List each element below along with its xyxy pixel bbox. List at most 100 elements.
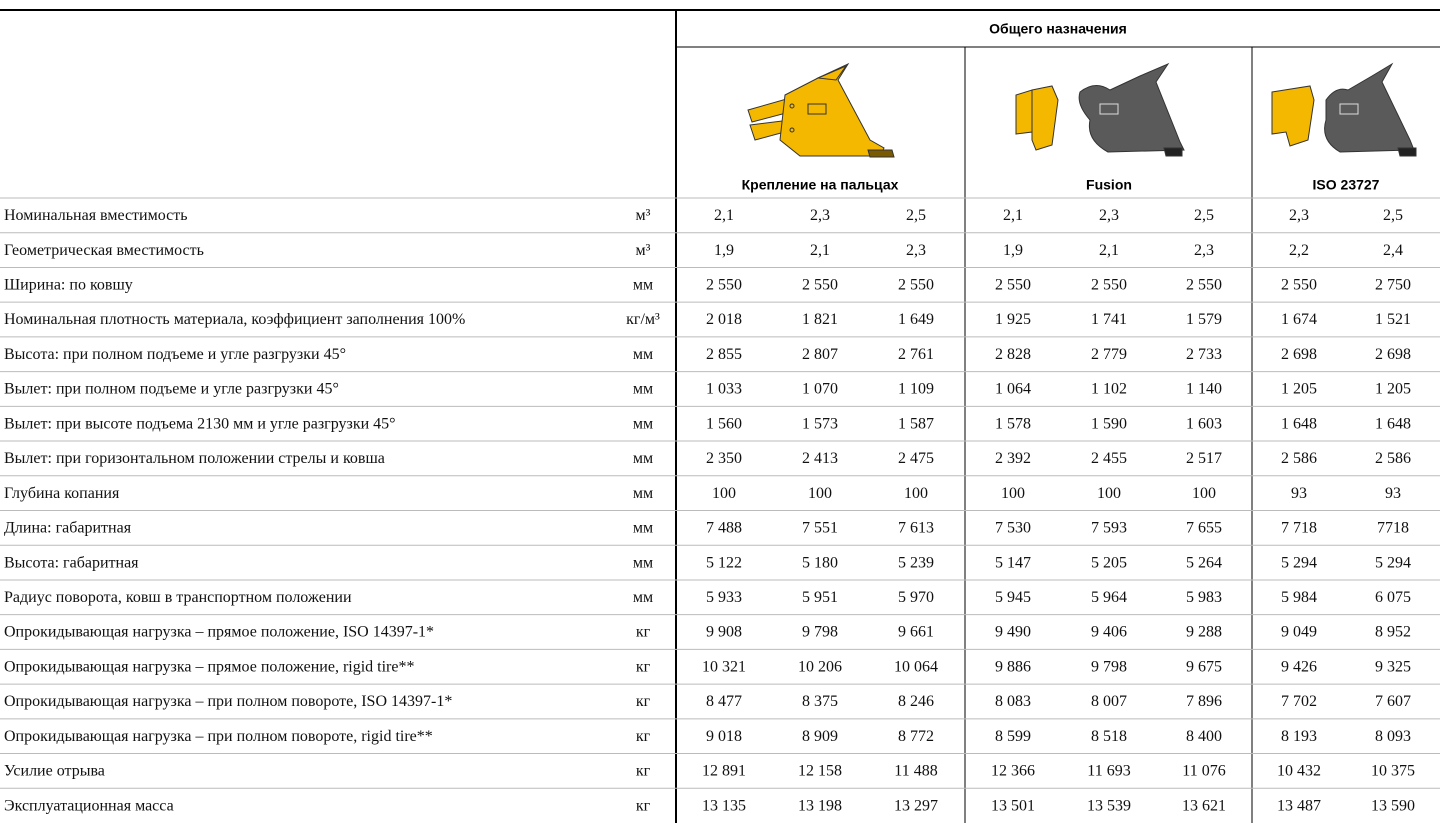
cell-value: 2 018 — [706, 311, 742, 328]
cell-value: 1 573 — [802, 415, 838, 432]
cell-value: 2 586 — [1281, 450, 1317, 467]
cell-value: 2 455 — [1091, 450, 1127, 467]
cell-value: 9 798 — [1091, 658, 1127, 675]
cell-value: 1 205 — [1281, 381, 1317, 398]
row-label: Высота: габаритная — [4, 554, 139, 571]
row-label: Геометрическая вместимость — [4, 242, 204, 259]
cell-value: 100 — [1192, 485, 1216, 502]
cell-value: 93 — [1291, 485, 1307, 502]
cell-value: 1 140 — [1186, 381, 1222, 398]
cell-value: 7 488 — [706, 520, 742, 537]
cell-value: 13 539 — [1087, 797, 1131, 814]
cell-value: 7 607 — [1375, 693, 1411, 710]
row-unit: кг — [636, 658, 651, 675]
cell-value: 2 517 — [1186, 450, 1222, 467]
cell-value: 10 064 — [894, 658, 938, 675]
cell-value: 2 550 — [706, 276, 742, 293]
cell-value: 13 487 — [1277, 797, 1321, 814]
bucket-icon — [1271, 62, 1417, 157]
row-unit: мм — [633, 450, 653, 467]
cell-value: 2,5 — [1194, 207, 1214, 224]
cell-value: 2,3 — [810, 207, 830, 224]
cell-value: 9 798 — [802, 624, 838, 641]
cell-value: 5 933 — [706, 589, 742, 606]
cell-value: 100 — [712, 485, 736, 502]
row-unit: кг/м³ — [626, 311, 660, 328]
cell-value: 13 135 — [702, 797, 746, 814]
row-unit: мм — [633, 589, 653, 606]
cell-value: 100 — [904, 485, 928, 502]
cell-value: 1,9 — [1003, 242, 1023, 259]
cell-value: 7 655 — [1186, 520, 1222, 537]
row-unit: мм — [633, 485, 653, 502]
row-label: Ширина: по ковшу — [4, 276, 133, 293]
cell-value: 9 490 — [995, 624, 1031, 641]
cell-value: 2,3 — [906, 242, 926, 259]
cell-value: 2,5 — [1383, 207, 1403, 224]
cell-value: 8 477 — [706, 693, 742, 710]
cell-value: 9 908 — [706, 624, 742, 641]
cell-value: 2 698 — [1281, 346, 1317, 363]
row-label: Опрокидывающая нагрузка – прямое положен… — [4, 658, 414, 675]
cell-value: 7718 — [1377, 520, 1409, 537]
cell-value: 8 772 — [898, 728, 934, 745]
cell-value: 2 761 — [898, 346, 934, 363]
cell-value: 5 205 — [1091, 554, 1127, 571]
cell-value: 2,1 — [714, 207, 734, 224]
cell-value: 5 239 — [898, 554, 934, 571]
row-unit: кг — [636, 693, 651, 710]
cell-value: 1 590 — [1091, 415, 1127, 432]
cell-value: 9 426 — [1281, 658, 1317, 675]
row-label: Вылет: при высоте подъема 2130 мм и угле… — [4, 415, 396, 432]
cell-value: 5 294 — [1375, 554, 1411, 571]
group-title: Общего назначения — [989, 21, 1127, 37]
row-unit: кг — [636, 763, 651, 780]
cell-value: 10 206 — [798, 658, 842, 675]
cell-value: 8 083 — [995, 693, 1031, 710]
cell-value: 2 779 — [1091, 346, 1127, 363]
cell-value: 2 392 — [995, 450, 1031, 467]
row-unit: мм — [633, 381, 653, 398]
cell-value: 1 064 — [995, 381, 1031, 398]
cell-value: 2 586 — [1375, 450, 1411, 467]
cell-value: 2 475 — [898, 450, 934, 467]
cell-value: 9 406 — [1091, 624, 1127, 641]
row-unit: мм — [633, 520, 653, 537]
cell-value: 1 070 — [802, 381, 838, 398]
cell-value: 13 297 — [894, 797, 938, 814]
cell-value: 2,5 — [906, 207, 926, 224]
cell-value: 8 246 — [898, 693, 934, 710]
row-label: Эксплуатационная масса — [4, 797, 174, 814]
cell-value: 2,3 — [1099, 207, 1119, 224]
cell-value: 2,2 — [1289, 242, 1309, 259]
cell-value: 13 621 — [1182, 797, 1226, 814]
cell-value: 2 550 — [1091, 276, 1127, 293]
cell-value: 5 970 — [898, 589, 934, 606]
cell-value: 5 951 — [802, 589, 838, 606]
cell-value: 2,1 — [1099, 242, 1119, 259]
cell-value: 9 325 — [1375, 658, 1411, 675]
row-unit: м³ — [636, 207, 651, 224]
cell-value: 10 432 — [1277, 763, 1321, 780]
cell-value: 8 909 — [802, 728, 838, 745]
cell-value: 1 033 — [706, 381, 742, 398]
cell-value: 8 093 — [1375, 728, 1411, 745]
cell-value: 7 530 — [995, 520, 1031, 537]
cell-value: 5 264 — [1186, 554, 1222, 571]
cell-value: 5 180 — [802, 554, 838, 571]
cell-value: 7 613 — [898, 520, 934, 537]
row-label: Номинальная вместимость — [4, 207, 188, 224]
cell-value: 1 648 — [1281, 415, 1317, 432]
cell-value: 8 952 — [1375, 624, 1411, 641]
bucket-icon — [1015, 62, 1185, 157]
cell-value: 5 945 — [995, 589, 1031, 606]
row-unit: мм — [633, 346, 653, 363]
cell-value: 2 550 — [1186, 276, 1222, 293]
row-unit: мм — [633, 276, 653, 293]
row-unit: мм — [633, 415, 653, 432]
cell-value: 8 599 — [995, 728, 1031, 745]
cell-value: 11 488 — [894, 763, 937, 780]
row-unit: мм — [633, 554, 653, 571]
